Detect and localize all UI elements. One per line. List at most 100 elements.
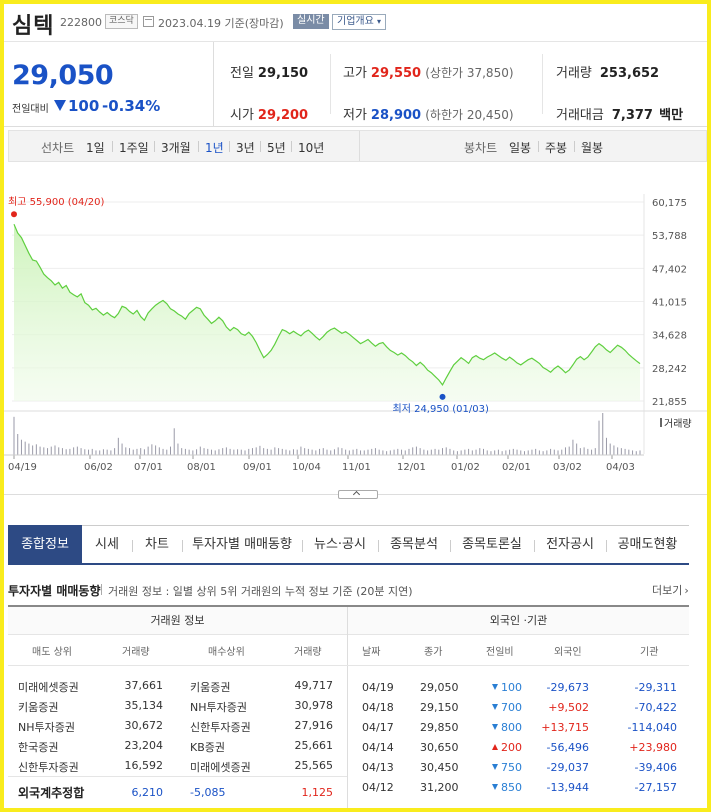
tab-daily[interactable]: 일봉 — [509, 141, 532, 155]
broker-sell-volume: 35,134 — [124, 699, 164, 712]
tab-news[interactable]: 뉴스·공시 — [302, 525, 378, 563]
tab-overview[interactable]: 종합정보 — [8, 525, 82, 563]
high-value: 29,550 — [370, 66, 422, 81]
tab-discussion[interactable]: 종목토론실 — [450, 525, 534, 563]
volume-bar — [639, 450, 641, 455]
volume-bar — [345, 449, 347, 455]
y-tick-label: 60,175 — [652, 198, 687, 209]
volume-bar — [386, 451, 388, 455]
volume-bar — [61, 448, 63, 455]
foreign-net: -29,037 — [546, 761, 589, 774]
volume-bar — [47, 448, 49, 455]
tab-1week[interactable]: 1주일 — [119, 141, 149, 155]
tab-separator — [534, 540, 535, 552]
foreign-sum-buy: -5,085 — [190, 786, 226, 799]
volume-bar — [24, 441, 26, 455]
foreign-close: 29,050 — [420, 681, 459, 694]
volume-bar — [591, 449, 593, 455]
tab-5year[interactable]: 5년 — [267, 141, 286, 155]
tab-investor-trend-label: 투자자별 매매동향 — [192, 537, 292, 552]
volume-bar — [177, 443, 179, 455]
foreign-net: -29,673 — [546, 681, 589, 694]
volume-bar — [583, 447, 585, 455]
chevron-down-icon: ▾ — [377, 17, 382, 26]
foreign-change: 100 — [492, 681, 522, 694]
tab-weekly[interactable]: 주봉 — [545, 141, 568, 155]
tab-10year[interactable]: 10년 — [298, 141, 325, 155]
x-tick-label: 02/01 — [502, 462, 531, 473]
volume-bar — [632, 450, 634, 455]
volume-bar — [371, 448, 373, 455]
company-overview-label: 기업개요 — [337, 16, 374, 27]
volume-bar — [266, 448, 268, 455]
volume-bar — [412, 447, 414, 455]
volume-bar — [173, 428, 175, 455]
volume-bar — [281, 448, 283, 455]
col-change: 전일비 — [486, 647, 514, 658]
tab-separator — [154, 141, 155, 152]
open-price: 시가 29,200 — [230, 104, 308, 123]
tab-news-label: 뉴스·공시 — [314, 537, 366, 552]
volume-bar — [374, 448, 376, 455]
volume-bar — [408, 448, 410, 455]
company-overview-button[interactable]: 기업개요 ▾ — [332, 14, 387, 30]
volume-bar — [203, 448, 205, 455]
low-price: 저가 28,900 (하한가 20,450) — [343, 104, 514, 123]
tab-disclosure[interactable]: 전자공시 — [534, 525, 606, 563]
foreign-close: 30,450 — [420, 761, 459, 774]
volume-bar — [404, 450, 406, 455]
foreign-date: 04/17 — [362, 721, 394, 734]
more-link[interactable]: 더보기 › — [652, 582, 689, 598]
x-tick-label: 07/01 — [134, 462, 163, 473]
open-label: 시가 — [230, 108, 254, 123]
volume-bar — [609, 443, 611, 455]
volume-bar — [162, 448, 164, 455]
volume-bar — [188, 449, 190, 455]
tab-investor-trend[interactable]: 투자자별 매매동향 — [182, 525, 302, 563]
tab-separator — [606, 540, 607, 552]
volume-bar — [449, 448, 451, 455]
volume-bar — [464, 449, 466, 455]
volume-bar — [509, 449, 511, 455]
broker-buy-volume: 27,916 — [294, 719, 334, 732]
volume-bar — [490, 451, 492, 455]
volume-label: 거래량 — [556, 66, 592, 81]
tab-1day[interactable]: 1일 — [86, 141, 105, 155]
volume-bar — [322, 448, 324, 455]
tab-chart[interactable]: 차트 — [132, 525, 182, 563]
open-value: 29,200 — [257, 108, 309, 123]
price-chart[interactable]: 60,175 53,788 47,402 41,015 34,628 28,242 21,8… — [4, 164, 707, 479]
stock-page: 심텍 222800 코스닥 2023.04.19 기준(장마감) 실시간 기업개… — [4, 4, 707, 808]
volume-bar — [389, 450, 391, 455]
volume-bar — [367, 449, 369, 455]
tab-analysis[interactable]: 종목분석 — [378, 525, 450, 563]
foreign-close: 31,200 — [420, 781, 459, 794]
tab-3month[interactable]: 3개월 — [161, 141, 191, 155]
tab-3year[interactable]: 3년 — [236, 141, 255, 155]
change-percent: -0.34% — [102, 97, 161, 115]
volume-bar — [356, 448, 358, 455]
volume-bar — [158, 447, 160, 455]
x-tick-label: 06/02 — [84, 462, 113, 473]
tab-1year[interactable]: 1년 — [205, 141, 224, 155]
tab-short-selling[interactable]: 공매도현황 — [606, 525, 689, 563]
volume-bar — [80, 448, 82, 455]
volume-bar — [382, 450, 384, 455]
base-date: 2023.04.19 기준(장마감) — [158, 17, 284, 30]
foreign-change: 700 — [492, 701, 522, 714]
chart-collapse-handle[interactable] — [338, 490, 378, 499]
institution-net: -39,406 — [634, 761, 677, 774]
tab-quotes[interactable]: 시세 — [82, 525, 132, 563]
volume-bar — [546, 450, 548, 455]
realtime-button[interactable]: 실시간 — [293, 14, 329, 29]
volume-bar — [270, 449, 272, 455]
down-arrow-icon — [492, 684, 498, 690]
volume-bar — [300, 446, 302, 455]
volume-bar — [617, 447, 619, 455]
volume-bar — [166, 449, 168, 455]
foreign-change: 800 — [492, 721, 522, 734]
volume-bar — [598, 420, 600, 455]
tab-monthly[interactable]: 월봉 — [581, 141, 604, 155]
volume-bar — [624, 448, 626, 455]
